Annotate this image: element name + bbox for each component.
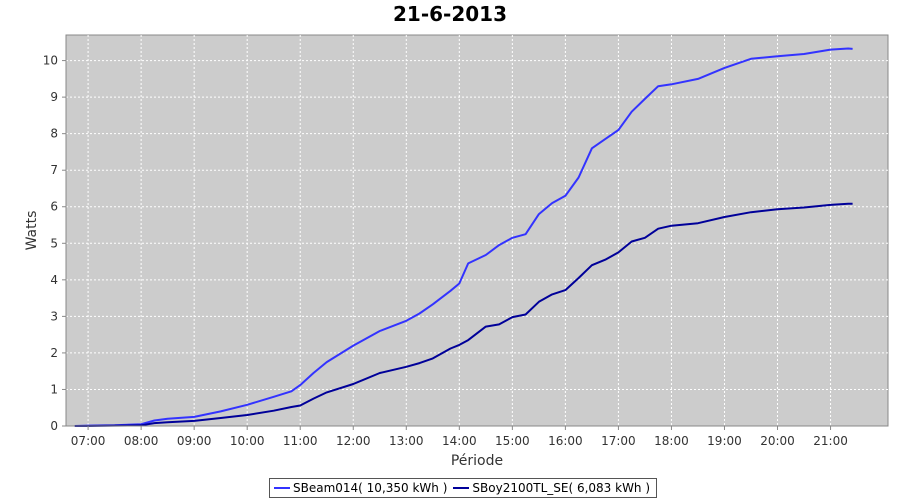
y-tick-label: 2 (50, 346, 58, 360)
series-line-0 (74, 47, 853, 427)
y-tick-label: 7 (50, 163, 58, 177)
chart-title: 21-6-2013 (392, 2, 507, 26)
legend-label: SBoy2100TL_SE( 6,083 kWh ) (472, 481, 651, 495)
y-tick-label: 1 (50, 382, 58, 396)
plot-area (65, 34, 889, 427)
x-tick-label: 14:00 (442, 434, 477, 448)
y-axis-ticks: 0 1 2 3 4 5 6 7 8 9 10 (43, 54, 66, 433)
x-tick-label: 20:00 (760, 434, 795, 448)
legend-item-sbeam014: SBeam014( 10,350 kWh ) (274, 481, 447, 495)
grid-lines (66, 35, 888, 426)
legend: SBeam014( 10,350 kWh ) SBoy2100TL_SE( 6,… (269, 478, 658, 498)
x-tick-label: 15:00 (495, 434, 530, 448)
legend-swatch (274, 487, 290, 489)
x-tick-label: 08:00 (124, 434, 159, 448)
x-tick-label: 19:00 (707, 434, 742, 448)
y-tick-label: 3 (50, 309, 58, 323)
x-tick-label: 11:00 (283, 434, 318, 448)
x-tick-label: 17:00 (601, 434, 636, 448)
y-tick-label: 5 (50, 236, 58, 250)
x-tick-label: 09:00 (177, 434, 212, 448)
legend-swatch (453, 487, 470, 489)
y-tick-label: 6 (50, 200, 58, 214)
x-axis-ticks: 07:00 08:00 09:00 10:00 11:00 12:00 13:00 14:00… (71, 426, 848, 448)
y-axis-label: Watts (24, 211, 40, 251)
legend-label: SBeam014( 10,350 kWh ) (293, 481, 448, 495)
y-tick-label: 4 (50, 273, 58, 287)
x-axis-label: Période (451, 453, 503, 469)
x-tick-label: 10:00 (230, 434, 265, 448)
legend-item-sboy2100tl: SBoy2100TL_SE( 6,083 kWh ) (453, 481, 650, 495)
x-tick-label: 18:00 (654, 434, 689, 448)
series-line-1 (74, 202, 853, 427)
x-tick-label: 21:00 (813, 434, 848, 448)
x-tick-label: 12:00 (336, 434, 371, 448)
y-tick-label: 8 (50, 127, 58, 141)
x-tick-label: 07:00 (71, 434, 106, 448)
x-tick-label: 13:00 (389, 434, 424, 448)
series-lines (74, 47, 853, 427)
y-tick-label: 10 (43, 54, 58, 68)
y-tick-label: 0 (50, 419, 58, 433)
x-tick-label: 16:00 (548, 434, 583, 448)
y-tick-label: 9 (50, 90, 58, 104)
